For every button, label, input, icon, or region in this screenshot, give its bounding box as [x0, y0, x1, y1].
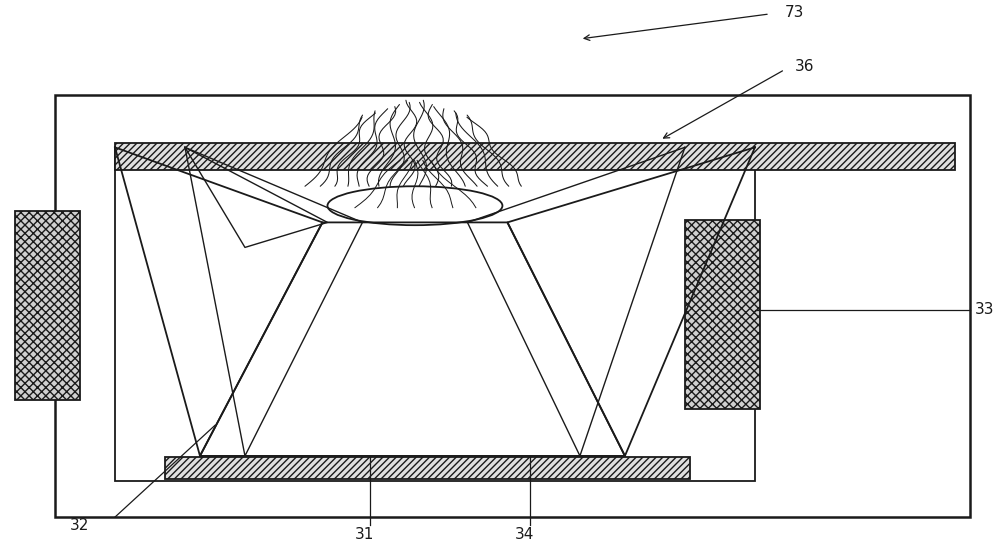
Text: 33: 33: [975, 302, 994, 317]
Text: 32: 32: [70, 518, 89, 533]
Bar: [55, 95, 970, 517]
Bar: [115, 143, 955, 170]
Ellipse shape: [327, 186, 502, 225]
Bar: [15, 211, 80, 400]
Bar: [685, 220, 760, 409]
Text: 34: 34: [515, 528, 534, 542]
Bar: [115, 147, 755, 481]
Bar: [165, 457, 690, 479]
Text: 36: 36: [795, 59, 814, 74]
Text: 73: 73: [785, 6, 804, 20]
Text: 31: 31: [355, 528, 374, 542]
